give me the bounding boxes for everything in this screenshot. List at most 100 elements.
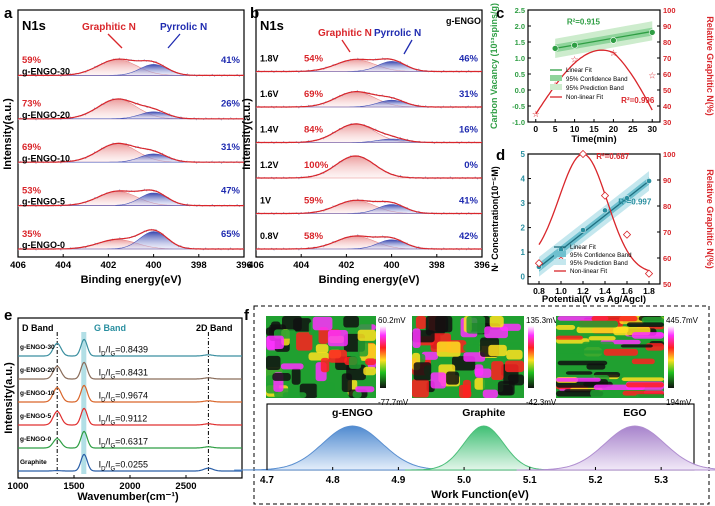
b-pyrrolic-label: Pyrrolic N [374, 28, 421, 39]
fit-envelope-0.8V [256, 235, 482, 250]
panel-d-frame [527, 153, 661, 285]
kpfm-patch [352, 390, 362, 398]
d-legend-label-3: Non-linear Fit [570, 268, 607, 275]
kpfm-patch [355, 386, 375, 393]
d-conc-point-3 [602, 207, 608, 214]
panel-b-xticks: 406 404 402 400 398 396 [248, 254, 490, 271]
kpfm-patch [641, 316, 664, 324]
c-y2tick-label-30: 30 [663, 118, 671, 127]
raman-curve-g-ENGO-0 [18, 430, 242, 449]
panel-c-label: c [496, 5, 504, 22]
d-legend-label-0: Linear Fit [570, 244, 596, 251]
kpfm-patch [588, 336, 616, 341]
kpfm-min-3: 194mV [666, 398, 692, 407]
kpfm-patch [621, 377, 664, 382]
c-ytick-label-1.0: 1.0 [515, 54, 525, 63]
series-label-1V: 1V [260, 196, 271, 206]
kpfm-min-1: -77.7mV [378, 398, 409, 407]
c-graphitic-point-2: ☆ [571, 55, 579, 65]
d-xtick-label-1.0: 1.0 [555, 286, 567, 296]
pyrrolic-value-g-ENGO-30: 41% [221, 55, 241, 66]
xtick-label-400: 400 [384, 260, 400, 271]
kpfm-patch [504, 360, 524, 373]
spectrum-1V: 1V 59% 41% [255, 196, 483, 216]
raman-curve-g-ENGO-20 [18, 361, 242, 380]
e-xlabel: Wavenumber(cm⁻¹) [77, 491, 179, 503]
kpfm-min-2: -42.3mV [526, 398, 557, 407]
graphitic-value-1.4V: 84% [304, 125, 324, 136]
series-label-g-ENGO-5: g-ENGO-5 [22, 197, 65, 207]
c-y2tick-label-90: 90 [663, 22, 671, 31]
graphitic-value-0.8V: 58% [304, 231, 324, 242]
kpfm-patch [293, 318, 312, 332]
c-xtick-label-30: 30 [648, 124, 658, 134]
pyrrolic-value-g-ENGO-5: 47% [221, 185, 241, 196]
c-ytick-label-0.0: 0.0 [515, 86, 525, 95]
d-y2label: Relative Graphitic N(%) [705, 169, 715, 269]
pyrrolic-value-g-ENGO-0: 65% [221, 229, 241, 240]
d-legend-label-2: 95% Prediction Band [570, 260, 628, 267]
fit-envelope-g-ENGO-10 [18, 142, 244, 163]
c-xtick-label-10: 10 [570, 124, 580, 134]
f-xlabel: Work Function(eV) [431, 489, 529, 501]
raman-label-g-ENGO-5: g-ENGO-5 [20, 413, 51, 420]
d-y2tick-label-90: 90 [663, 176, 671, 185]
d-y2tick-label-60: 60 [663, 254, 671, 263]
kpfm-patch [318, 327, 329, 344]
fit-envelope-g-ENGO-5 [18, 189, 244, 207]
d-conc-point-5 [646, 178, 652, 184]
xtick-label-398: 398 [191, 260, 207, 271]
wf-label-Graphite: Graphite [462, 407, 505, 419]
kpfm-patch [320, 357, 330, 373]
graphitic-value-g-ENGO-20: 73% [22, 99, 42, 110]
c-xlabel: Time(min) [571, 134, 616, 145]
d-r2-graphitic: R²=0.687 [596, 152, 630, 161]
kpfm-patch [315, 344, 329, 354]
kpfm-patch [635, 394, 664, 398]
e-xtick-label-2500: 2500 [175, 481, 196, 492]
wf-label-EGO: EGO [623, 407, 646, 419]
c-ylabel: Carbon Vacancy (10¹³spins/g) [489, 3, 499, 129]
kpfm-patch [497, 381, 515, 396]
e-gband-label: G Band [94, 323, 126, 333]
kpfm-patch [463, 344, 482, 352]
kpfm-map-2: 135.3mV -42.3mV [412, 316, 559, 407]
f-xtick-label-4.7: 4.7 [260, 475, 274, 486]
pyrrolic-value-1.2V: 0% [464, 160, 478, 171]
e-xtick-label-1000: 1000 [7, 481, 28, 492]
d-xlabel: Potential(V vs Ag/Agcl) [542, 294, 646, 305]
d-graphitic-point-0 [534, 259, 544, 268]
c-ytick-label--0.5: -0.5 [512, 102, 525, 111]
kpfm-patch [266, 335, 284, 349]
c-xtick-label-20: 20 [609, 124, 619, 134]
xtick-label-398: 398 [429, 260, 445, 271]
spectrum-0.8V: 0.8V 58% 42% [255, 231, 483, 251]
a-pyrrolic-label: Pyrrolic N [160, 22, 207, 33]
kpfm-patch [328, 349, 347, 363]
fit-envelope-1V [256, 199, 482, 215]
c-legend-label-1: 95% Confidence Band [566, 76, 628, 83]
kpfm-patch [296, 332, 313, 351]
kpfm-patch [327, 329, 348, 347]
panel-a-frame [17, 9, 245, 258]
kpfm-patch [484, 326, 509, 339]
kpfm-patch [462, 379, 471, 398]
panel-a-title: N1s [22, 18, 46, 33]
graphitic-peak-1.2V [256, 155, 482, 179]
panel-f-frame [253, 305, 710, 505]
c-y2tick-label-50: 50 [663, 86, 671, 95]
series-label-g-ENGO-10: g-ENGO-10 [22, 153, 70, 163]
fit-envelope-g-ENGO-0 [18, 229, 244, 250]
f-xtick-label-4.9: 4.9 [391, 475, 405, 486]
kpfm-patch [626, 322, 664, 327]
f-xtick-label-5.2: 5.2 [589, 475, 603, 486]
xtick-label-404: 404 [55, 260, 72, 271]
c-y2tick-label-60: 60 [663, 70, 671, 79]
panel-b-label: b [250, 5, 259, 22]
